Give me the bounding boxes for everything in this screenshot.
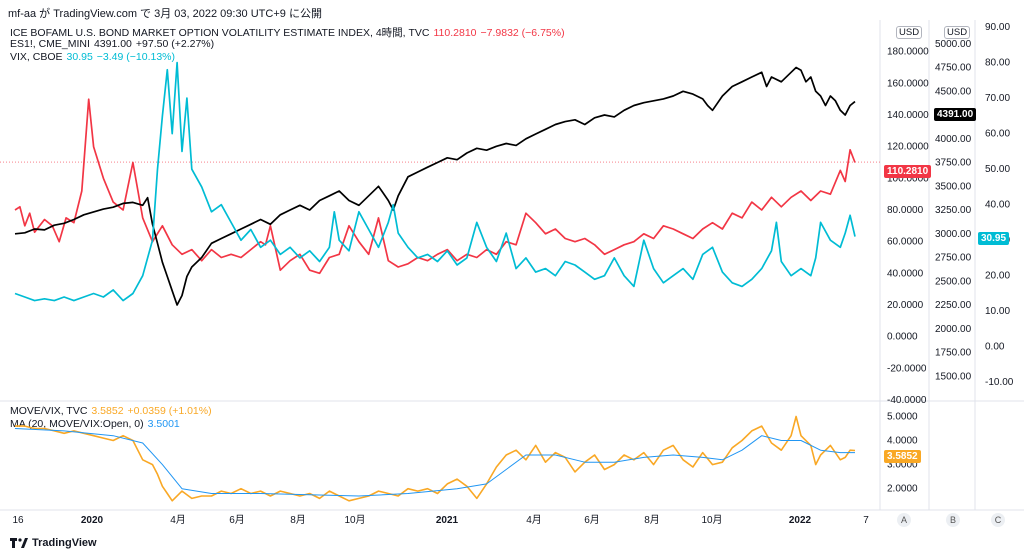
vix-axis-tick: 70.00 (985, 93, 1010, 104)
move-axis-tick: 140.0000 (887, 110, 929, 121)
vix-axis-tick: 20.00 (985, 271, 1010, 282)
move-axis-tick: 120.0000 (887, 142, 929, 153)
time-axis-tick: 4月 (170, 514, 186, 526)
es-axis-tick: 3500.00 (935, 181, 972, 192)
main-legend-row-1[interactable]: ES1!, CME_MINI 4391.00 +97.50 (+2.27%) (10, 38, 218, 50)
legend-series-change: +0.0359 (+1.01%) (127, 405, 212, 417)
sub-legend-row-0[interactable]: MOVE/VIX, TVC 3.5852 +0.0359 (+1.01%) (10, 405, 216, 417)
ratio-line (15, 415, 856, 502)
axis-button-b[interactable]: B (946, 513, 960, 527)
es-axis-tick: 3250.00 (935, 205, 972, 216)
legend-series-change: +97.50 (+2.27%) (135, 38, 215, 50)
series-line-vix (14, 61, 856, 302)
es-axis-tick: 1750.00 (935, 348, 972, 359)
series-line-move (14, 98, 856, 275)
legend-series-value: 110.2810 (433, 27, 477, 39)
move-axis-tick: 60.0000 (887, 237, 924, 248)
es-axis-tick: 2500.00 (935, 276, 972, 287)
main-legend-row-2[interactable]: VIX, CBOE 30.95 −3.49 (−10.13%) (10, 51, 179, 63)
es-axis-tick: 3000.00 (935, 229, 972, 240)
vix-axis-tick: 10.00 (985, 306, 1010, 317)
axis-button-a[interactable]: A (897, 513, 911, 527)
move-axis-tick: -20.0000 (887, 363, 927, 374)
vix-axis-tick: 0.00 (985, 342, 1005, 353)
price-tag-es: 4391.00 (934, 108, 977, 121)
move-axis-tick: -40.0000 (887, 395, 927, 406)
legend-series-value: 30.95 (66, 51, 93, 63)
time-axis-tick: 8月 (644, 514, 660, 526)
move-axis-tick: 100.0000 (887, 173, 929, 184)
header-title: mf-aa が TradingView.com で 3月 03, 2022 09… (8, 8, 322, 20)
time-axis-tick: 2020 (81, 515, 104, 526)
legend-series-name: VIX, CBOE (10, 51, 63, 63)
es-axis-tick: 4500.00 (935, 86, 972, 97)
es-axis-tick: 2000.00 (935, 324, 972, 335)
legend-series-change: −7.9832 (−6.75%) (480, 27, 565, 39)
price-tag-ratio: 3.5852 (884, 450, 921, 463)
vix-axis-tick: 90.00 (985, 22, 1010, 33)
footer-brand[interactable]: TradingView (10, 537, 97, 549)
time-axis-tick: 10月 (344, 514, 365, 526)
move-axis-tick: 180.0000 (887, 47, 929, 58)
ratio-axis-tick: 3.0000 (887, 460, 918, 471)
legend-series-name: MA (20, MOVE/VIX:Open, 0) (10, 418, 144, 430)
move-axis-tick: 0.0000 (887, 332, 918, 343)
vix-axis-tick: 60.00 (985, 129, 1010, 140)
price-tag-move: 110.2810 (884, 165, 932, 178)
price-tag-vix: 30.95 (978, 232, 1010, 245)
vix-axis-tick: 50.00 (985, 164, 1010, 175)
time-axis-tick: 2022 (789, 515, 812, 526)
es-axis-tick: 2250.00 (935, 300, 972, 311)
ma-line (14, 428, 855, 497)
usd-label-move[interactable]: USD (896, 26, 923, 39)
legend-series-name: ICE BOFAML U.S. BOND MARKET OPTION VOLAT… (10, 27, 430, 39)
move-axis-tick: 20.0000 (887, 300, 924, 311)
es-axis-tick: 4750.00 (935, 63, 972, 74)
legend-series-value: 3.5852 (91, 405, 124, 417)
ratio-axis-tick: 2.0000 (887, 484, 918, 495)
time-axis-tick: 6月 (229, 514, 245, 526)
legend-series-name: MOVE/VIX, TVC (10, 405, 88, 417)
sub-legend-row-1[interactable]: MA (20, MOVE/VIX:Open, 0) 3.5001 (10, 418, 184, 430)
usd-label-es[interactable]: USD (944, 26, 971, 39)
vix-axis-tick: 40.00 (985, 200, 1010, 211)
es-axis-tick: 5000.00 (935, 39, 972, 50)
es-axis-tick: 3750.00 (935, 158, 972, 169)
move-axis-tick: 160.0000 (887, 78, 929, 89)
es-axis-tick: 1500.00 (935, 371, 972, 382)
legend-series-name: ES1!, CME_MINI (10, 38, 90, 50)
main-legend-row-0[interactable]: ICE BOFAML U.S. BOND MARKET OPTION VOLAT… (10, 25, 569, 40)
ratio-axis-tick: 5.0000 (887, 411, 918, 422)
time-axis-tick: 16 (12, 515, 24, 526)
move-axis-tick: 80.0000 (887, 205, 924, 216)
legend-series-change: −3.49 (−10.13%) (96, 51, 176, 63)
time-axis-tick: 7 (863, 515, 869, 526)
tradingview-logo-icon (10, 537, 28, 548)
ratio-axis-tick: 4.0000 (887, 436, 918, 447)
time-axis-tick: 8月 (290, 514, 306, 526)
series-line-es (14, 66, 856, 306)
axis-button-c[interactable]: C (991, 513, 1005, 527)
time-axis-tick: 10月 (701, 514, 722, 526)
time-axis-tick: 2021 (436, 515, 459, 526)
legend-series-value: 4391.00 (93, 38, 132, 50)
footer-brand-label: TradingView (32, 537, 97, 549)
time-axis-tick: 6月 (584, 514, 600, 526)
move-axis-tick: 40.0000 (887, 268, 924, 279)
vix-axis-tick: 80.00 (985, 58, 1010, 69)
legend-series-value: 3.5001 (147, 418, 180, 430)
es-axis-tick: 2750.00 (935, 253, 972, 264)
vix-axis-tick: -10.00 (985, 377, 1014, 388)
es-axis-tick: 4000.00 (935, 134, 972, 145)
time-axis-tick: 4月 (526, 514, 542, 526)
